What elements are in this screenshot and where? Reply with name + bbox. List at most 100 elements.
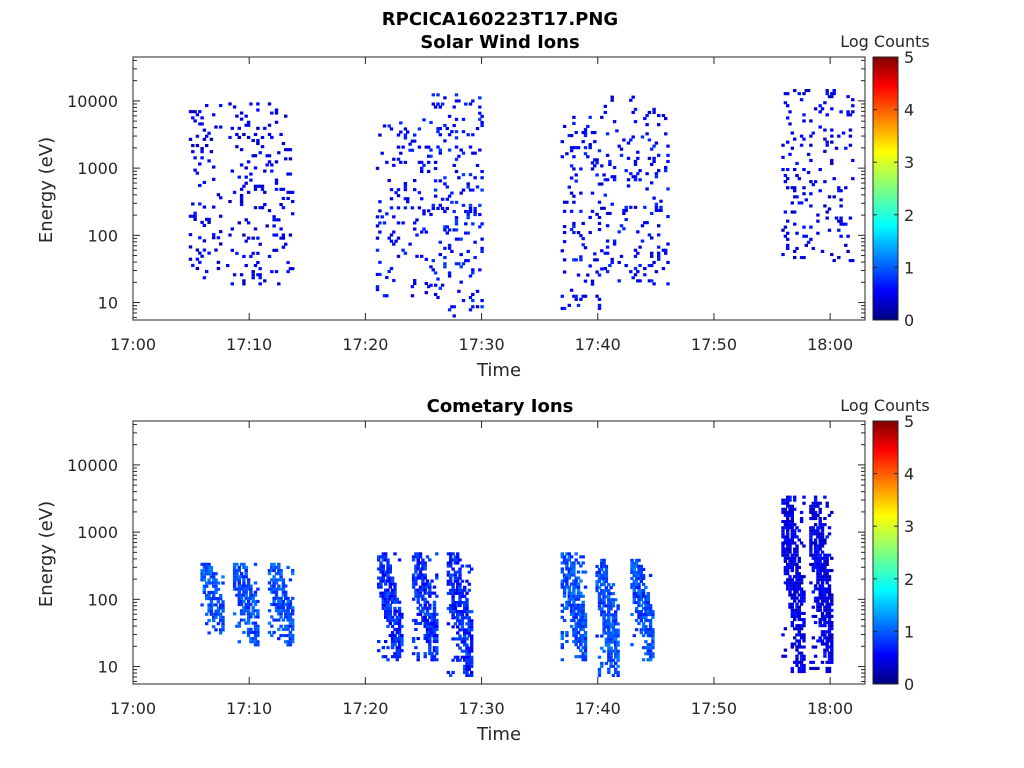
heatmap-cell — [648, 628, 653, 632]
heatmap-cell — [251, 609, 255, 613]
heatmap-cell — [216, 609, 221, 613]
heatmap-cell — [560, 555, 564, 559]
heatmap-cell — [214, 597, 218, 601]
heatmap-cell — [457, 237, 461, 241]
heatmap-cell — [384, 570, 388, 574]
heatmap-cell — [795, 627, 799, 631]
heatmap-cell — [267, 154, 272, 158]
heatmap-cell — [818, 639, 822, 643]
heatmap-cell — [191, 263, 195, 267]
heatmap-cell — [265, 163, 269, 167]
heatmap-cell — [467, 634, 471, 638]
heatmap-cell — [237, 621, 241, 625]
heatmap-cell — [823, 180, 827, 184]
heatmap-cell — [643, 117, 647, 121]
heatmap-cell — [793, 611, 797, 615]
heatmap-cell — [597, 595, 602, 599]
heatmap-cell — [209, 565, 214, 569]
heatmap-cell — [609, 598, 613, 602]
heatmap-cell — [638, 169, 642, 173]
heatmap-cell — [397, 606, 402, 610]
heatmap-cell — [386, 579, 390, 583]
heatmap-cell — [820, 569, 825, 573]
heatmap-cell — [386, 564, 390, 568]
heatmap-cell — [480, 120, 484, 124]
heatmap-cell — [825, 630, 829, 634]
heatmap-cell — [806, 152, 811, 156]
heatmap-cell — [453, 601, 458, 605]
heatmap-cell — [572, 564, 576, 568]
heatmap-cell — [816, 529, 820, 533]
heatmap-cell — [470, 646, 474, 650]
heatmap-cell — [830, 599, 834, 603]
heatmap-cell — [588, 264, 592, 268]
heatmap-cell — [827, 651, 832, 655]
heatmap-cell — [386, 570, 390, 574]
heatmap-cell — [823, 651, 827, 655]
heatmap-cell — [799, 541, 804, 545]
heatmap-cell — [207, 217, 211, 221]
heatmap-cell — [232, 569, 237, 573]
heatmap-cell — [219, 196, 223, 200]
heatmap-cell — [609, 607, 613, 611]
heatmap-cell — [454, 262, 459, 266]
heatmap-cell — [386, 597, 390, 601]
heatmap-cell — [207, 590, 211, 594]
heatmap-cell — [471, 133, 475, 137]
heatmap-cell — [235, 593, 239, 597]
heatmap-cell — [783, 510, 788, 514]
heatmap-cell — [809, 547, 813, 551]
heatmap-cell — [205, 612, 209, 616]
heatmap-cell — [291, 606, 295, 610]
heatmap-cell — [795, 596, 799, 600]
heatmap-cell — [429, 283, 433, 287]
heatmap-cell — [195, 257, 200, 261]
heatmap-cell — [451, 558, 455, 562]
heatmap-cell — [839, 189, 843, 193]
heatmap-cell — [214, 248, 218, 252]
heatmap-cell — [237, 578, 241, 582]
heatmap-cell — [607, 658, 611, 662]
heatmap-cell — [654, 141, 659, 145]
heatmap-cell — [428, 631, 432, 635]
heatmap-cell — [396, 133, 401, 137]
heatmap-cell — [797, 614, 801, 618]
heatmap-cell — [830, 140, 834, 144]
heatmap-cell — [825, 578, 829, 582]
heatmap-cell — [569, 564, 574, 568]
heatmap-cell — [202, 578, 207, 582]
heatmap-cell — [281, 142, 286, 146]
heatmap-cell — [456, 558, 460, 562]
heatmap-cell — [256, 634, 260, 638]
heatmap-cell — [644, 594, 648, 598]
heatmap-cell — [286, 196, 290, 200]
heatmap-cell — [430, 658, 434, 662]
heatmap-cell — [583, 246, 588, 250]
heatmap-cell — [574, 179, 578, 183]
heatmap-cell — [453, 588, 458, 592]
heatmap-cell — [447, 243, 452, 247]
heatmap-cell — [428, 637, 432, 641]
heatmap-cell — [375, 248, 380, 252]
heatmap-cell — [279, 603, 283, 607]
heatmap-cell — [451, 637, 455, 641]
heatmap-cell — [249, 172, 253, 176]
x-tick-label: 18:00 — [807, 335, 853, 354]
heatmap-cell — [430, 631, 434, 635]
heatmap-cell — [428, 634, 432, 638]
heatmap-cell — [244, 596, 248, 600]
heatmap-cell — [612, 178, 617, 182]
heatmap-cell — [449, 607, 453, 611]
heatmap-cell — [567, 570, 571, 574]
heatmap-cell — [825, 216, 829, 220]
heatmap-cell — [576, 612, 581, 616]
heatmap-cell — [790, 523, 794, 527]
heatmap-cell — [375, 215, 380, 219]
heatmap-cell — [647, 233, 652, 237]
heatmap-cell — [579, 649, 583, 653]
heatmap-cell — [562, 240, 567, 244]
heatmap-cell — [464, 102, 468, 106]
heatmap-cell — [788, 507, 792, 511]
heatmap-cell — [572, 115, 576, 119]
heatmap-cell — [396, 188, 401, 192]
